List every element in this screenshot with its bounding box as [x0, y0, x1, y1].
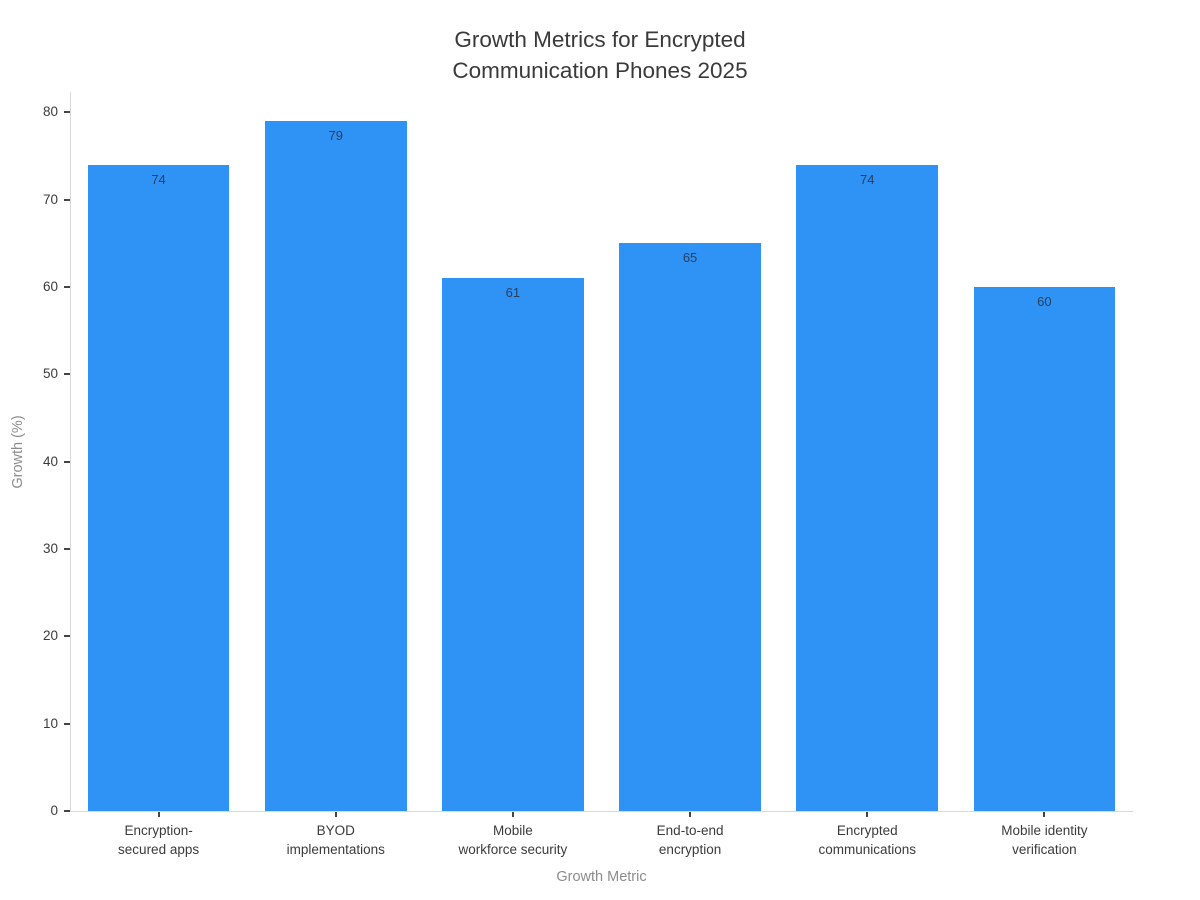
- y-axis-title: Growth (%): [10, 415, 26, 489]
- x-tick-label-encryption-secured-apps: Encryption- secured apps: [118, 823, 200, 857]
- x-tick-mark: [511, 812, 514, 817]
- y-tick-mark: [64, 548, 70, 551]
- bar-value-label: 79: [328, 128, 343, 144]
- y-tick-mark: [64, 111, 70, 114]
- y-tick-label-60: 60: [42, 279, 58, 295]
- x-tick-mark: [334, 812, 337, 817]
- chart-title-line-1: Growth Metrics for Encrypted: [454, 27, 746, 52]
- bar-value-label: 61: [505, 285, 521, 301]
- y-tick-label-80: 80: [42, 104, 58, 120]
- chart-title: Growth Metrics for Encrypted Communicati…: [0, 24, 1200, 86]
- chart-title-line-2: Communication Phones 2025: [452, 58, 748, 83]
- y-tick-label-50: 50: [42, 366, 58, 382]
- y-tick-label-40: 40: [42, 453, 58, 469]
- x-tick-label-encrypted-communications: Encrypted communications: [818, 823, 916, 857]
- y-tick-mark: [64, 460, 70, 463]
- y-tick-label-10: 10: [42, 715, 58, 731]
- x-tick-label-mobile-identity-verification: Mobile identity verification: [1001, 823, 1088, 857]
- bar-value-label: 74: [860, 171, 875, 187]
- bar-mobile-workforce-security[interactable]: [442, 278, 584, 811]
- y-tick-label-30: 30: [42, 541, 58, 557]
- x-tick-label-mobile-workforce-security: Mobile workforce security: [458, 823, 568, 857]
- x-axis-line: [70, 811, 1133, 812]
- y-tick-mark: [64, 810, 70, 812]
- bar-value-label: 65: [682, 250, 698, 266]
- x-tick-label-end-to-end-encryption: End-to-end encryption: [656, 823, 724, 857]
- y-tick-mark: [64, 722, 70, 725]
- y-tick-mark: [64, 286, 70, 289]
- y-axis-line: [70, 92, 71, 811]
- bar-end-to-end-encryption[interactable]: [619, 243, 761, 811]
- y-tick-mark: [64, 373, 70, 376]
- y-tick-label-20: 20: [42, 628, 58, 644]
- bar-value-label: 74: [151, 171, 166, 187]
- x-tick-mark: [689, 812, 692, 817]
- bar-byod-implementations[interactable]: [264, 121, 407, 811]
- bar-value-label: 60: [1037, 294, 1052, 310]
- y-tick-mark: [64, 198, 70, 201]
- bar-encrypted-communications[interactable]: [796, 164, 939, 811]
- x-tick-mark: [157, 812, 160, 817]
- bar-encryption-secured-apps[interactable]: [87, 164, 230, 811]
- y-tick-mark: [64, 635, 70, 638]
- x-axis-title: Growth Metric: [556, 869, 647, 885]
- x-tick-label-byod-implementations: BYOD implementations: [286, 823, 385, 857]
- x-tick-mark: [866, 812, 869, 817]
- y-tick-label-0: 0: [50, 803, 58, 818]
- y-tick-label-70: 70: [42, 191, 58, 207]
- x-tick-mark: [1043, 812, 1046, 817]
- bar-mobile-identity-verification[interactable]: [973, 287, 1116, 811]
